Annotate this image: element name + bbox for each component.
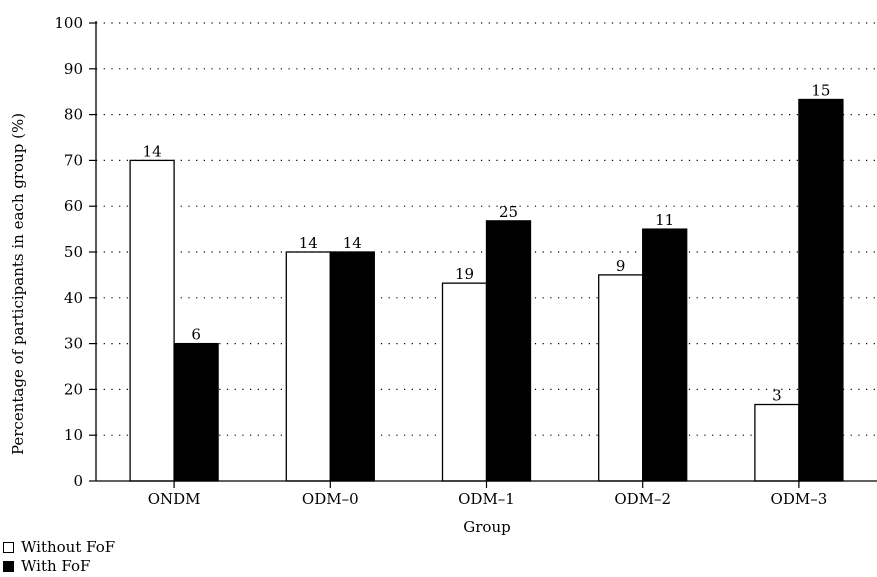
y-tick-label: 0 bbox=[73, 472, 83, 490]
data-labels: 14 6 14 14 19 25 9 11 3 15 bbox=[143, 81, 831, 404]
data-label: 19 bbox=[455, 265, 474, 283]
y-tick-label: 40 bbox=[64, 289, 83, 307]
bar-with-fof bbox=[798, 98, 844, 482]
y-axis-title: Percentage of participants in each group… bbox=[9, 113, 27, 455]
bar-with-fof bbox=[173, 342, 219, 482]
y-tick-label: 20 bbox=[64, 380, 83, 398]
legend-item-without-fof: Without FoF bbox=[3, 538, 115, 556]
y-tick-label: 10 bbox=[64, 426, 83, 444]
data-label: 3 bbox=[772, 387, 782, 405]
y-tick-label: 30 bbox=[64, 335, 83, 353]
data-label: 15 bbox=[811, 81, 830, 99]
y-tick-label: 50 bbox=[64, 243, 83, 261]
x-tick-label: ODM–1 bbox=[458, 490, 515, 508]
data-label: 14 bbox=[299, 234, 318, 252]
data-label: 14 bbox=[143, 142, 162, 160]
bar-without-fof bbox=[598, 274, 644, 482]
x-axis-title: Group bbox=[463, 518, 510, 536]
bars bbox=[129, 98, 844, 482]
legend-label-with-fof: With FoF bbox=[21, 557, 91, 575]
bar-with-fof bbox=[329, 251, 375, 482]
bar-without-fof bbox=[754, 403, 800, 482]
data-label: 14 bbox=[343, 234, 362, 252]
x-tick-label: ODM–3 bbox=[771, 490, 828, 508]
legend-swatch-without-fof bbox=[3, 541, 14, 553]
data-label: 9 bbox=[616, 257, 626, 275]
data-label: 11 bbox=[655, 211, 674, 229]
bar-without-fof bbox=[285, 251, 331, 482]
legend-swatch-with-fof bbox=[3, 560, 14, 572]
x-tick-label: ODM–2 bbox=[614, 490, 671, 508]
legend-label-without-fof: Without FoF bbox=[21, 538, 116, 556]
data-label: 25 bbox=[499, 203, 518, 221]
y-tick-label: 70 bbox=[64, 151, 83, 169]
bar-without-fof bbox=[441, 282, 488, 482]
y-axis-ticks: 0 10 20 30 40 50 60 70 80 90 100 bbox=[54, 14, 96, 490]
x-axis-ticks: ONDM ODM–0 ODM–1 ODM–2 ODM–3 bbox=[148, 481, 828, 508]
x-tick-label: ODM–0 bbox=[302, 490, 359, 508]
y-tick-label: 80 bbox=[64, 106, 83, 124]
x-tick-label: ONDM bbox=[148, 490, 201, 508]
data-label: 6 bbox=[191, 326, 201, 344]
legend-item-with-fof: With FoF bbox=[3, 557, 90, 575]
y-tick-label: 100 bbox=[54, 14, 83, 32]
bar-with-fof bbox=[642, 228, 688, 482]
y-tick-label: 90 bbox=[64, 60, 83, 78]
y-tick-label: 60 bbox=[64, 197, 83, 215]
bar-with-fof bbox=[485, 220, 532, 482]
bar-without-fof bbox=[129, 159, 175, 482]
